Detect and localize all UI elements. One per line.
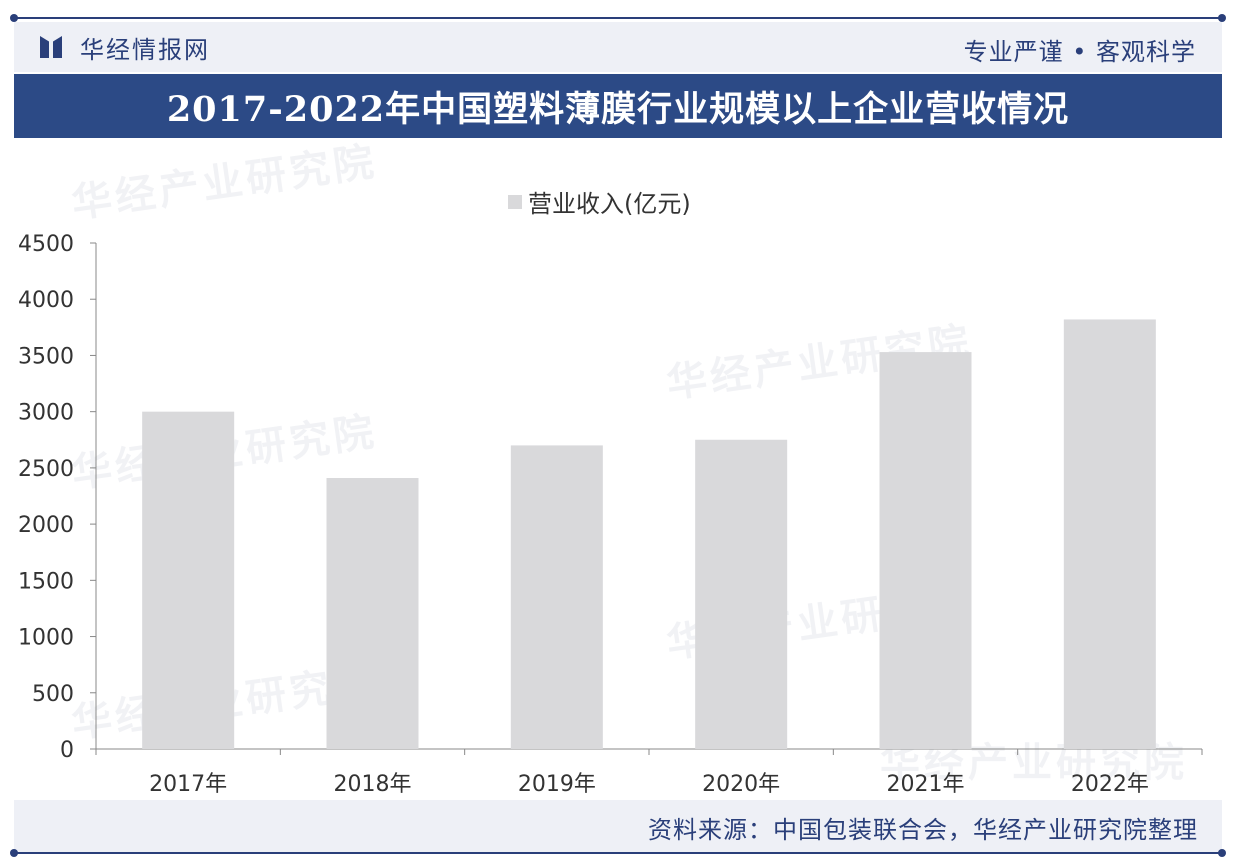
x-tick-label: 2022年 bbox=[1071, 772, 1149, 797]
bar bbox=[695, 439, 788, 749]
x-tick-label: 2020年 bbox=[702, 772, 780, 797]
chart-title: 2017-2022年中国塑料薄膜行业规模以上企业营收情况 bbox=[166, 88, 1070, 130]
footer-bar bbox=[14, 800, 1222, 852]
x-tick-label: 2021年 bbox=[887, 772, 965, 797]
bar bbox=[510, 445, 603, 749]
source-note: 资料来源：中国包装联合会，华经产业研究院整理 bbox=[648, 816, 1198, 844]
y-tick-label: 0 bbox=[60, 738, 74, 763]
x-tick-label: 2019年 bbox=[518, 772, 596, 797]
bar bbox=[879, 352, 972, 749]
legend: 营业收入(亿元) bbox=[508, 184, 691, 219]
title-bar: 2017-2022年中国塑料薄膜行业规模以上企业营收情况 bbox=[14, 74, 1222, 138]
brand-logo-icon bbox=[40, 34, 68, 60]
bottom-divider bbox=[10, 849, 1226, 857]
header-bar bbox=[14, 22, 1222, 72]
y-tick-label: 3000 bbox=[18, 401, 74, 426]
y-tick-label: 2500 bbox=[18, 457, 74, 482]
y-tick-label: 1500 bbox=[18, 569, 74, 594]
bar bbox=[1063, 319, 1156, 749]
y-tick-label: 4000 bbox=[18, 288, 74, 313]
top-divider bbox=[10, 14, 1226, 22]
slogan: 专业严谨 • 客观科学 bbox=[963, 38, 1196, 66]
legend-swatch bbox=[508, 194, 522, 209]
bar bbox=[326, 478, 419, 749]
x-tick-label: 2017年 bbox=[149, 772, 227, 797]
y-tick-label: 1000 bbox=[18, 626, 74, 651]
bar bbox=[142, 411, 235, 749]
y-tick-label: 500 bbox=[32, 682, 74, 707]
y-tick-label: 4500 bbox=[18, 232, 74, 257]
y-tick-label: 3500 bbox=[18, 344, 74, 369]
x-tick-label: 2018年 bbox=[334, 772, 412, 797]
legend-label: 营业收入(亿元) bbox=[528, 190, 691, 218]
brand-logo: 华经情报网 bbox=[40, 32, 210, 64]
brand-name: 华经情报网 bbox=[80, 35, 210, 64]
y-tick-label: 2000 bbox=[18, 513, 74, 538]
